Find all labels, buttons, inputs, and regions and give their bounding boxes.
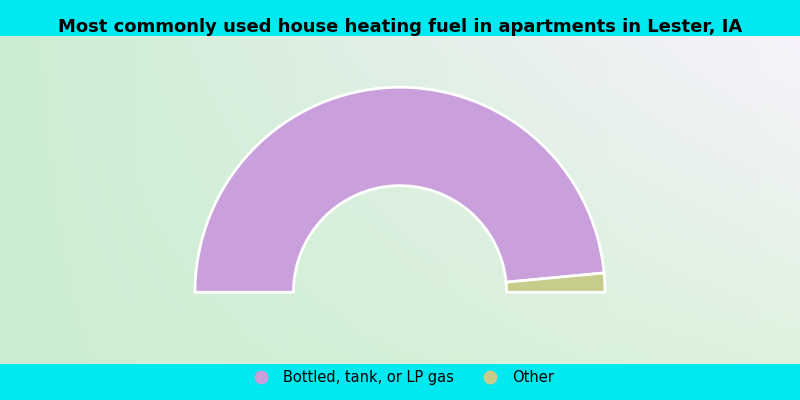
Wedge shape xyxy=(506,273,605,292)
Legend: Bottled, tank, or LP gas, Other: Bottled, tank, or LP gas, Other xyxy=(240,364,560,391)
Text: Most commonly used house heating fuel in apartments in Lester, IA: Most commonly used house heating fuel in… xyxy=(58,18,742,36)
Wedge shape xyxy=(195,87,604,292)
